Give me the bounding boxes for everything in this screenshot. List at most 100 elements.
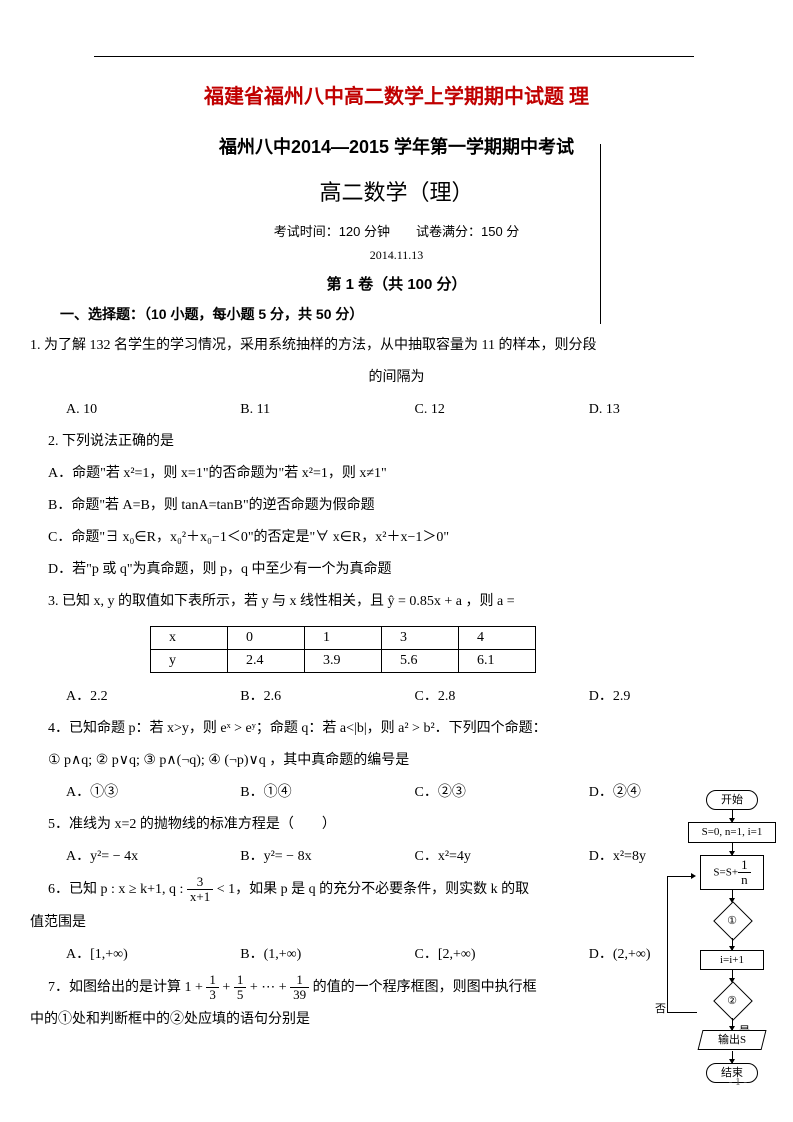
q7-stem-b: 的值的一个程序框图，则图中执行框 bbox=[313, 980, 537, 995]
section-title: 第 1 卷（共 100 分） bbox=[30, 273, 763, 294]
cell: x bbox=[151, 627, 228, 650]
part-title: 一、选择题：（10 小题，每小题 5 分，共 50 分） bbox=[60, 304, 763, 324]
q1-choice-b: B. 11 bbox=[240, 396, 414, 424]
decorative-border bbox=[600, 144, 601, 324]
flow-inc: i=i+1 bbox=[700, 950, 764, 970]
flow-no-label: 否 bbox=[655, 1000, 666, 1016]
flow-frac: 1n bbox=[738, 858, 751, 888]
frac-num: 1 bbox=[234, 973, 247, 988]
q6-stem-b: < 1，如果 p 是 q 的充分不必要条件，则实数 k 的取 bbox=[217, 882, 529, 897]
q3-table: x 0 1 3 4 y 2.4 3.9 5.6 6.1 bbox=[150, 626, 536, 673]
cell: 2.4 bbox=[228, 650, 305, 673]
frac-num: 3 bbox=[187, 875, 213, 890]
q1-choices: A. 10 B. 11 C. 12 D. 13 bbox=[66, 396, 763, 424]
q2-b: B．命题"若 A=B，则 tanA=tanB"的逆否命题为假命题 bbox=[48, 492, 763, 520]
page-number: - 1 - bbox=[729, 1076, 747, 1088]
q6-stem-c: 值范围是 bbox=[30, 909, 763, 937]
exam-header-line-1: 福州八中2014—2015 学年第一学期期中考试 bbox=[30, 133, 763, 159]
diamond-label: ① bbox=[714, 902, 750, 938]
flow-diamond-1: ① bbox=[714, 902, 750, 938]
plus: + bbox=[222, 980, 233, 995]
q5-choice-b: B．y²= − 8x bbox=[240, 843, 414, 871]
q4-choice-a: A．①③ bbox=[66, 779, 240, 807]
q6-choices: A．[1,+∞) B．(1,+∞) C．[2,+∞) D．(2,+∞) bbox=[66, 941, 763, 969]
flow-arrow-icon bbox=[732, 810, 733, 822]
q5-choice-c: C．x²=4y bbox=[415, 843, 589, 871]
q6-stem: 6．已知 p : x ≥ k+1, q : 3 x+1 < 1，如果 p 是 q… bbox=[48, 875, 763, 905]
q4-choice-c: C．②③ bbox=[415, 779, 589, 807]
q1-choice-d: D. 13 bbox=[589, 396, 763, 424]
q3-choice-a: A．2.2 bbox=[66, 683, 240, 711]
frac-den: 3 bbox=[206, 988, 219, 1002]
q5-choices: A．y²= − 4x B．y²= − 8x C．x²=4y D．x²=8y bbox=[66, 843, 763, 871]
q6-fraction: 3 x+1 bbox=[187, 875, 213, 905]
q7-stem: 7．如图给出的是计算 1 + 1 3 + 1 5 + ⋯ + 1 39 的值的一… bbox=[48, 973, 763, 1003]
cell: 3 bbox=[382, 627, 459, 650]
exam-page: 福建省福州八中高二数学上学期期中试题 理 福州八中2014—2015 学年第一学… bbox=[0, 0, 793, 1122]
q4-stem: 4．已知命题 p：若 x>y，则 eˣ > eʸ；命题 q：若 a<|b|，则 … bbox=[48, 715, 763, 743]
q1-choice-c: C. 12 bbox=[415, 396, 589, 424]
q1-stem-a: 1. 为了解 132 名学生的学习情况，采用系统抽样的方法，从中抽取容量为 11… bbox=[30, 332, 763, 360]
q6-stem-a: 6．已知 p : x ≥ k+1, q : bbox=[48, 882, 187, 897]
q2-a: A．命题"若 x²=1，则 x=1"的否命题为"若 x²=1，则 x≠1" bbox=[48, 460, 763, 488]
q2-c: C．命题"∃ x₀∈R，x₀²＋x₀−1＜0"的否定是"∀ x∈R，x²＋x−1… bbox=[48, 524, 763, 552]
cell: 1 bbox=[305, 627, 382, 650]
flow-step: S=S+1n bbox=[700, 855, 764, 891]
table-row: x 0 1 3 4 bbox=[151, 627, 536, 650]
q6-choice-a: A．[1,+∞) bbox=[66, 941, 240, 969]
dots: + ⋯ + bbox=[250, 980, 290, 995]
frac-num: 1 bbox=[738, 858, 751, 873]
table-row: y 2.4 3.9 5.6 6.1 bbox=[151, 650, 536, 673]
frac-num: 1 bbox=[290, 973, 309, 988]
flow-arrow-icon bbox=[732, 1051, 733, 1063]
flow-output-box: 输出S bbox=[697, 1030, 766, 1050]
flow-init: S=0, n=1, i=1 bbox=[688, 822, 776, 842]
q6-choice-c: C．[2,+∞) bbox=[415, 941, 589, 969]
flow-output: 输出S bbox=[718, 1033, 746, 1047]
q3-choice-d: D．2.9 bbox=[589, 683, 763, 711]
q6-choice-b: B．(1,+∞) bbox=[240, 941, 414, 969]
cell: 6.1 bbox=[459, 650, 536, 673]
q3-stem: 3. 已知 x, y 的取值如下表所示，若 y 与 x 线性相关，且 ŷ = 0… bbox=[48, 588, 763, 616]
q7-frac-3: 1 39 bbox=[290, 973, 309, 1003]
diamond-label: ② bbox=[714, 982, 750, 1018]
cell: 5.6 bbox=[382, 650, 459, 673]
q7-frac-1: 1 3 bbox=[206, 973, 219, 1003]
flow-diamond-2: ② bbox=[714, 982, 750, 1018]
q5-choice-a: A．y²= − 4x bbox=[66, 843, 240, 871]
q3-choice-c: C．2.8 bbox=[415, 683, 589, 711]
q3-choice-b: B．2.6 bbox=[240, 683, 414, 711]
q2-d: D．若"p 或 q"为真命题，则 p，q 中至少有一个为真命题 bbox=[48, 556, 763, 584]
cell: 0 bbox=[228, 627, 305, 650]
step-prefix: S=S+ bbox=[713, 866, 738, 878]
flow-start: 开始 bbox=[706, 790, 758, 810]
frac-den: 39 bbox=[290, 988, 309, 1002]
exam-time-score: 考试时间：120 分钟 试卷满分：150 分 bbox=[30, 221, 763, 240]
cell: y bbox=[151, 650, 228, 673]
q1-choice-a: A. 10 bbox=[66, 396, 240, 424]
exam-date: 2014.11.13 bbox=[30, 248, 763, 263]
loop-line bbox=[667, 876, 693, 877]
q2-stem: 2. 下列说法正确的是 bbox=[48, 428, 763, 456]
exam-header-subject: 高二数学（理） bbox=[30, 175, 763, 207]
frac-den: 5 bbox=[234, 988, 247, 1002]
flow-arrow-icon bbox=[732, 1018, 733, 1030]
frac-num: 1 bbox=[206, 973, 219, 988]
q4-choices: A．①③ B．①④ C．②③ D．②④ bbox=[66, 779, 763, 807]
cell: 3.9 bbox=[305, 650, 382, 673]
q7-stem-c: 中的①处和判断框中的②处应填的语句分别是 bbox=[30, 1006, 763, 1034]
frac-den: x+1 bbox=[187, 890, 213, 904]
flow-arrow-icon bbox=[732, 843, 733, 855]
flow-arrow-icon bbox=[732, 938, 733, 950]
q3-choices: A．2.2 B．2.6 C．2.8 D．2.9 bbox=[66, 683, 763, 711]
header-rule bbox=[94, 56, 694, 57]
loop-line bbox=[667, 1012, 697, 1013]
q7-stem-a: 7．如图给出的是计算 1 + bbox=[48, 980, 206, 995]
frac-den: n bbox=[738, 873, 751, 887]
q4-choice-b: B．①④ bbox=[240, 779, 414, 807]
q7-frac-2: 1 5 bbox=[234, 973, 247, 1003]
loop-line bbox=[667, 876, 668, 1012]
q4-line2: ① p∧q; ② p∨q; ③ p∧(¬q); ④ (¬p)∨q ，其中真命题的… bbox=[48, 747, 763, 775]
flowchart: 开始 S=0, n=1, i=1 S=S+1n ① i=i+1 ② 否 bbox=[677, 790, 787, 1083]
q1-stem-b: 的间隔为 bbox=[30, 364, 763, 392]
